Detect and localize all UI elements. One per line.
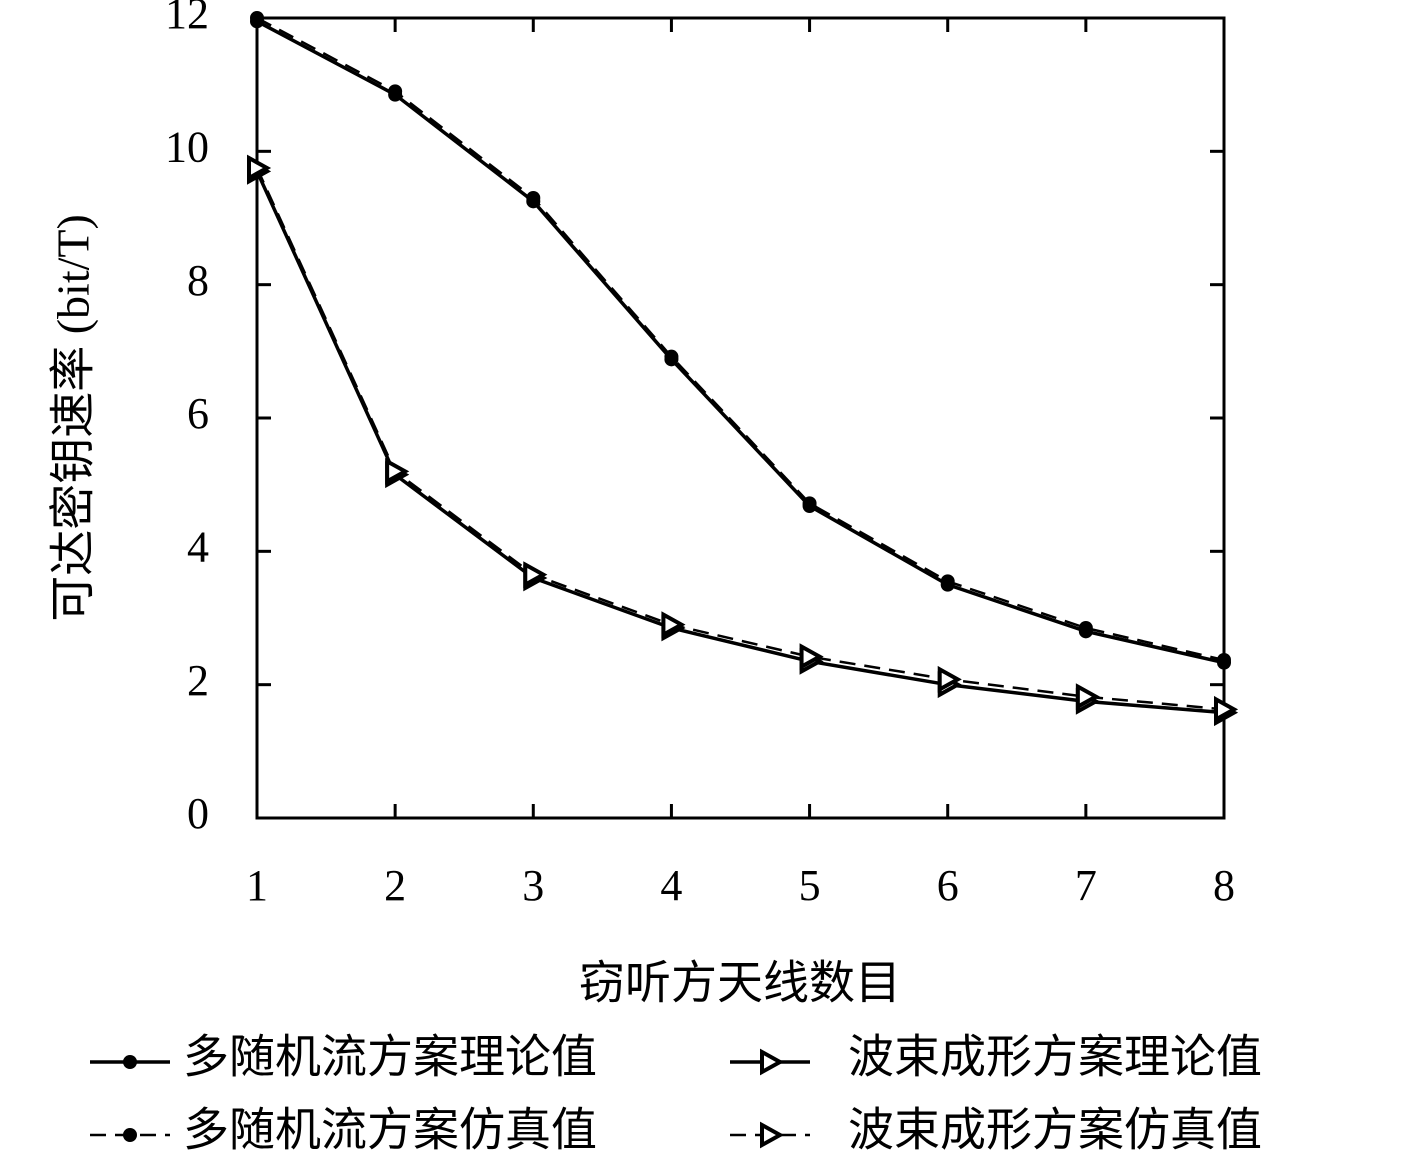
marker — [661, 611, 686, 639]
marker — [940, 574, 955, 589]
y-tick-label: 4 — [187, 522, 209, 571]
y-axis-label: 可达密钥速率 (bit/T) — [48, 214, 99, 622]
marker — [799, 643, 824, 671]
marker — [1214, 695, 1239, 723]
legend-label: 多随机流方案仿真值 — [183, 1105, 597, 1156]
x-tick-label: 8 — [1213, 861, 1235, 910]
marker — [250, 11, 264, 25]
y-tick-label: 10 — [165, 122, 209, 171]
legend-label: 多随机流方案理论值 — [183, 1032, 597, 1083]
series-line — [256, 19, 1225, 665]
marker — [526, 191, 541, 205]
legend-marker — [123, 1055, 137, 1069]
marker — [388, 84, 403, 99]
marker — [1075, 683, 1100, 711]
marker — [664, 349, 679, 364]
marker — [247, 154, 272, 182]
y-tick-label: 12 — [165, 0, 209, 38]
series-line — [255, 170, 1225, 715]
x-tick-label: 5 — [799, 861, 821, 910]
y-tick-label: 0 — [187, 789, 209, 838]
x-tick-label: 6 — [937, 861, 959, 910]
x-tick-label: 3 — [522, 861, 544, 910]
x-tick-label: 7 — [1075, 861, 1097, 910]
legend-marker — [123, 1128, 137, 1142]
marker — [523, 561, 548, 589]
legend-marker — [760, 1048, 785, 1076]
legend-marker — [760, 1121, 785, 1149]
y-tick-label: 8 — [187, 256, 209, 305]
series-line — [255, 167, 1225, 711]
marker — [802, 496, 817, 511]
marker — [937, 665, 962, 693]
y-tick-label: 2 — [187, 656, 209, 705]
marker — [385, 457, 410, 485]
x-tick-label: 1 — [246, 861, 268, 910]
x-tick-label: 2 — [384, 861, 406, 910]
marker — [1217, 653, 1231, 667]
x-axis-label: 窃听方天线数目 — [579, 958, 901, 1009]
legend-label: 波束成形方案理论值 — [848, 1032, 1262, 1083]
y-tick-label: 6 — [187, 389, 209, 438]
legend-label: 波束成形方案仿真值 — [848, 1105, 1262, 1156]
marker — [1078, 621, 1093, 635]
series-line — [256, 16, 1225, 662]
x-tick-label: 4 — [660, 861, 682, 910]
